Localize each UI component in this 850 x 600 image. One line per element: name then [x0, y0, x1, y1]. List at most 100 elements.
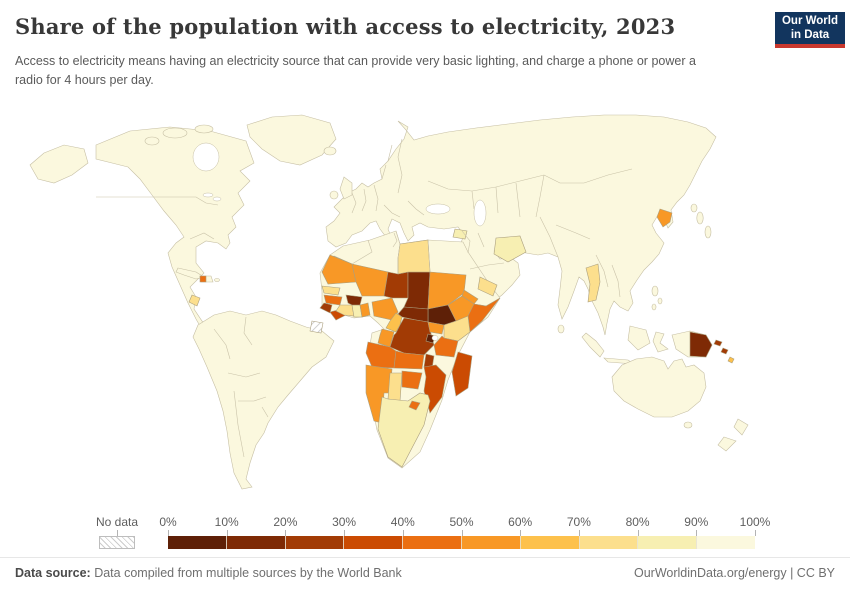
puerto-rico — [214, 278, 220, 282]
legend-bin[interactable] — [578, 536, 638, 549]
legend-bin[interactable] — [637, 536, 697, 549]
footer-divider — [0, 557, 850, 558]
sulawesi[interactable] — [652, 331, 669, 353]
data-source-label: Data source: — [15, 566, 91, 580]
country-zambia[interactable] — [393, 350, 425, 370]
country-tanzania[interactable] — [433, 335, 459, 358]
legend-tick — [344, 530, 346, 536]
country-chad[interactable] — [403, 271, 431, 310]
country-mali[interactable] — [351, 263, 389, 297]
country-madagascar[interactable] — [451, 351, 473, 397]
legend-tick — [696, 530, 698, 536]
legend-bin[interactable] — [519, 536, 579, 549]
sri-lanka[interactable] — [557, 324, 565, 334]
japan-island[interactable] — [690, 203, 698, 213]
country-uganda[interactable] — [427, 321, 445, 335]
country-libya[interactable] — [397, 239, 431, 275]
owid-logo[interactable]: Our World in Data — [775, 12, 845, 48]
cuba[interactable] — [175, 267, 205, 280]
legend-tick-label: 70% — [566, 515, 591, 529]
united-kingdom[interactable] — [339, 176, 353, 200]
legend-tick — [755, 530, 756, 536]
legend-no-data-swatch[interactable] — [99, 536, 135, 549]
legend-tick — [168, 530, 169, 536]
borders-south-america — [213, 316, 269, 458]
country-togo-benin[interactable] — [359, 302, 371, 318]
country-sudan[interactable] — [427, 271, 467, 310]
country-afghanistan[interactable] — [493, 235, 527, 263]
country-north-korea[interactable] — [656, 208, 673, 228]
legend-bin[interactable] — [225, 536, 285, 549]
world-map — [0, 105, 850, 505]
great-lakes — [202, 192, 214, 198]
borneo[interactable] — [627, 325, 651, 351]
japan-island[interactable] — [696, 211, 704, 225]
page-title: Share of the population with access to e… — [15, 14, 676, 39]
country-congo[interactable] — [377, 328, 395, 348]
black-sea — [425, 203, 451, 215]
legend-bin[interactable] — [168, 536, 226, 549]
arctic-island — [194, 124, 214, 134]
country-lesotho[interactable] — [408, 400, 421, 411]
footer-data-source: Data source: Data compiled from multiple… — [15, 566, 402, 580]
legend-tick — [520, 530, 522, 536]
legend-bin[interactable] — [460, 536, 520, 549]
country-vanuatu[interactable] — [727, 356, 735, 364]
continent-north-america — [29, 126, 255, 334]
sumatra[interactable] — [581, 332, 605, 358]
country-papua-new-guinea[interactable] — [689, 331, 713, 358]
legend-bin[interactable] — [284, 536, 344, 549]
legend-color-bar — [168, 536, 755, 549]
legend-tick-label: 40% — [390, 515, 415, 529]
country-french-guiana[interactable] — [309, 320, 324, 334]
footer-link[interactable]: OurWorldinData.org/energy | CC BY — [633, 566, 835, 580]
ireland[interactable] — [329, 190, 339, 200]
great-lakes — [212, 196, 222, 202]
legend-tick-label: 100% — [739, 515, 771, 529]
country-yemen[interactable] — [477, 276, 498, 297]
legend-tick-label: 80% — [625, 515, 650, 529]
legend-tick — [578, 530, 580, 536]
japan-island[interactable] — [704, 225, 712, 239]
country-mauritania[interactable] — [321, 254, 357, 285]
owid-logo-line1: Our World — [781, 14, 838, 27]
data-source-value: Data compiled from multiple sources by t… — [90, 566, 402, 580]
new-zealand[interactable] — [717, 418, 749, 452]
country-cote-divoire[interactable] — [335, 304, 355, 317]
country-botswana[interactable] — [387, 372, 403, 402]
legend-tick — [226, 530, 228, 536]
philippines-island[interactable] — [651, 303, 657, 311]
country-senegal[interactable] — [321, 285, 341, 296]
hudson-bay — [192, 142, 220, 172]
legend-tick-label: 30% — [332, 515, 357, 529]
country-honduras[interactable] — [188, 294, 201, 307]
legend-no-data-label: No data — [95, 515, 139, 529]
country-niger[interactable] — [383, 271, 409, 299]
legend-bin[interactable] — [696, 536, 755, 549]
tasmania[interactable] — [683, 421, 693, 429]
country-south-africa[interactable] — [377, 392, 431, 468]
legend-tick-label: 50% — [449, 515, 474, 529]
country-solomon-islands[interactable] — [713, 339, 729, 355]
philippines-island[interactable] — [651, 285, 659, 297]
legend-tick-label: 0% — [159, 515, 177, 529]
country-sierra-leone[interactable] — [319, 302, 333, 314]
country-zimbabwe[interactable] — [401, 370, 423, 390]
borders-north-america — [96, 196, 219, 240]
legend-bin[interactable] — [402, 536, 461, 549]
country-haiti[interactable] — [199, 275, 207, 283]
iceland — [323, 146, 337, 156]
philippines-island[interactable] — [657, 297, 663, 305]
borders-europe — [351, 138, 425, 218]
country-syria[interactable] — [452, 228, 468, 240]
country-burkina-faso[interactable] — [345, 294, 363, 306]
legend-tick — [402, 530, 404, 536]
country-myanmar[interactable] — [585, 263, 601, 303]
legend-bin[interactable] — [343, 536, 403, 549]
greenland — [246, 114, 337, 166]
borders-asia — [427, 168, 633, 298]
legend-tick-label: 20% — [273, 515, 298, 529]
australia[interactable] — [611, 356, 707, 418]
legend-tick — [285, 530, 287, 536]
borders-north-africa — [351, 230, 431, 274]
